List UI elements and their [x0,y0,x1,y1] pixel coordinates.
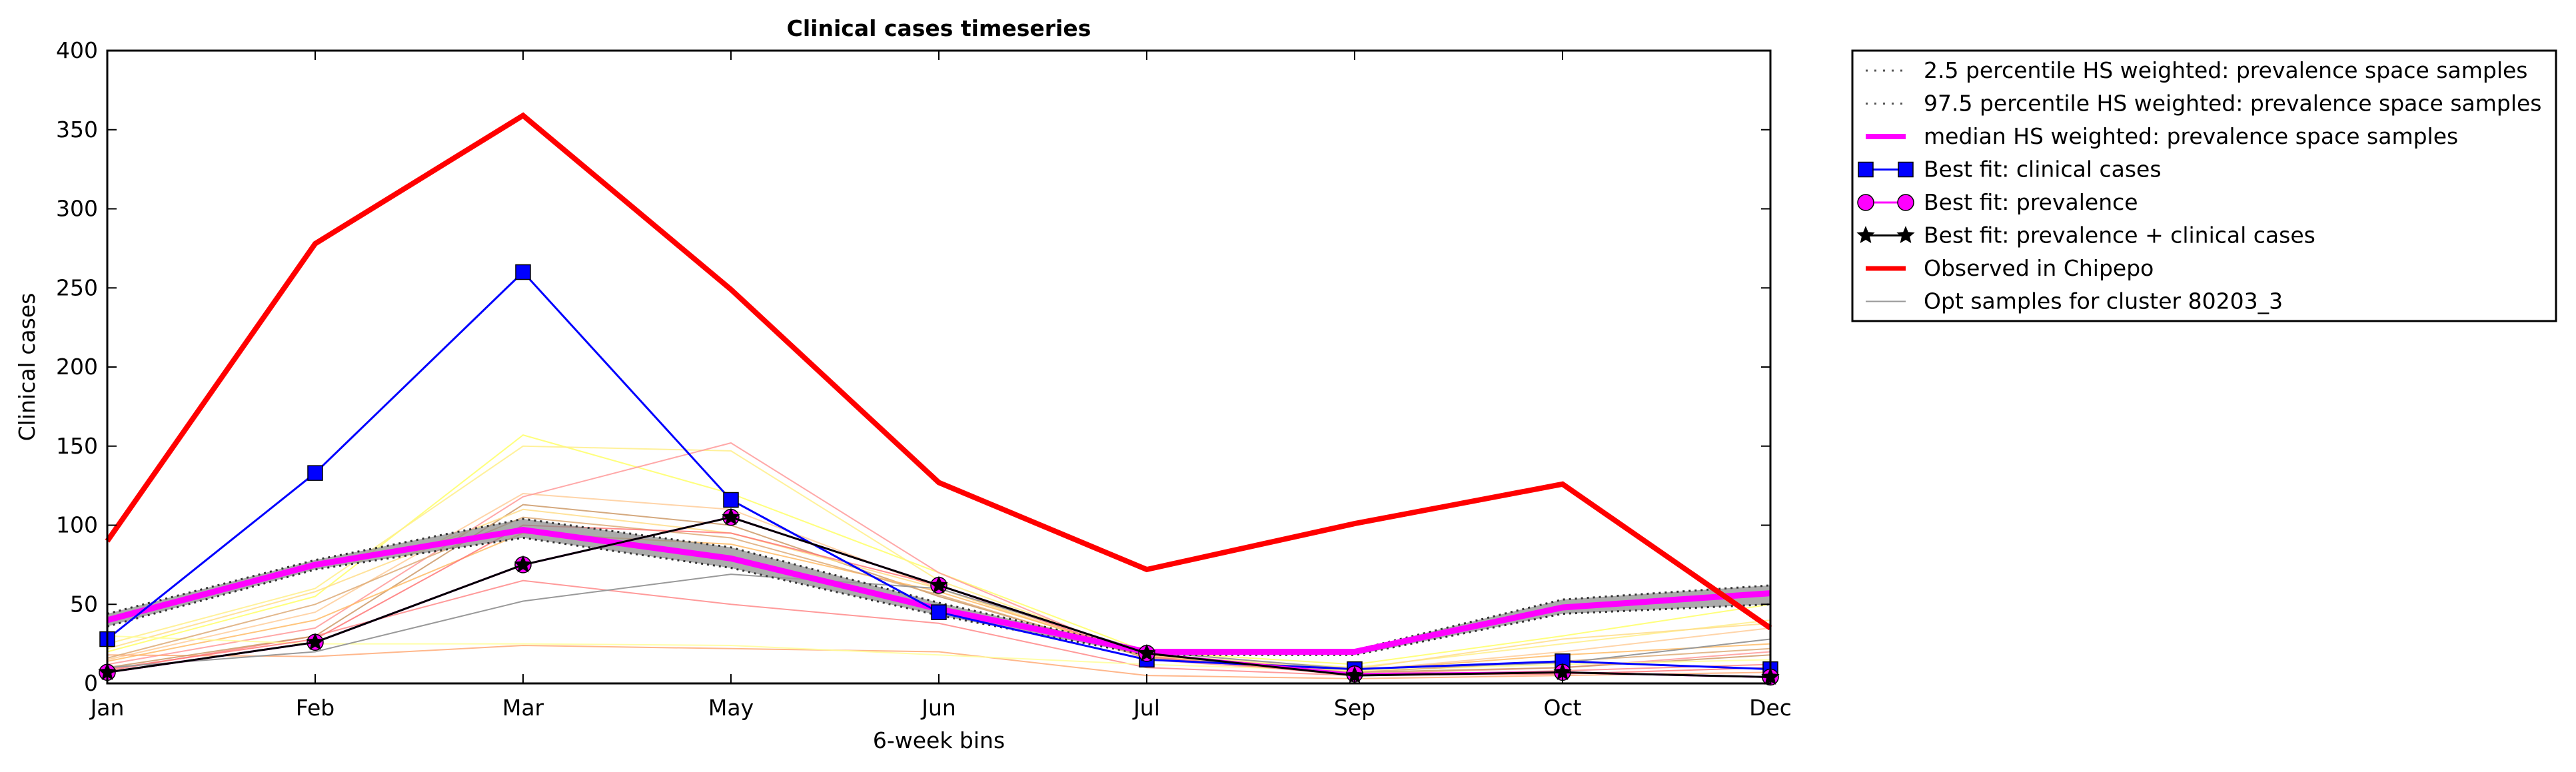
y-tick-label: 400 [56,37,98,63]
legend-marker [1896,226,1915,244]
background-sample-line [107,644,1771,679]
y-tick-label: 250 [56,274,98,300]
x-tick-label: Feb [296,695,334,721]
observed-chipepo-line [105,112,1772,631]
x-tick-label: May [708,695,754,721]
legend-label: Best fit: clinical cases [1924,157,2162,183]
y-tick-label: 200 [56,354,98,380]
best-fit-clinical-cases-marker [307,465,323,481]
y-axis-title: Clinical cases [14,293,40,442]
legend-item: Observed in Chipepo [1866,255,2154,281]
legend-label: Opt samples for cluster 80203_3 [1924,288,2283,314]
legend-label: 97.5 percentile HS weighted: prevalence … [1924,91,2542,117]
legend-label: Observed in Chipepo [1924,255,2154,281]
y-tick-label: 100 [56,512,98,538]
percentile-2-5-line [107,536,1771,656]
y-tick-label: 350 [56,117,98,143]
background-sample-line [107,504,1771,673]
best-fit-clinical-cases-marker [515,264,531,280]
best-fit-clinical-cases-marker [931,604,947,620]
best-fit-prevalence-clinical-marker [1137,643,1156,661]
best-fit-prevalence-clinical-marker [514,555,532,573]
legend-item: 97.5 percentile HS weighted: prevalence … [1866,91,2542,117]
legend-frame [1851,49,2557,322]
legend-marker [1858,161,1874,178]
legend-marker [1897,194,1914,211]
chart-title: Clinical cases timeseries [787,15,1091,41]
legend-label: 2.5 percentile HS weighted: prevalence s… [1924,57,2528,83]
legend-marker [1856,226,1875,244]
y-tick-label: 300 [56,196,98,222]
x-tick-label: Mar [502,695,544,721]
x-tick-label: Jul [1132,695,1160,721]
legend-marker [1898,161,1914,178]
legend-marker [1857,194,1874,211]
x-tick-label: Jan [89,695,125,721]
x-tick-label: Jun [920,695,956,721]
best-fit-prevalence-clinical-marker [306,632,324,650]
background-sample-line [107,635,1771,672]
legend-item: 2.5 percentile HS weighted: prevalence s… [1866,57,2528,83]
best-fit-clinical-cases-marker [723,492,739,508]
x-axis-title: 6-week bins [873,727,1005,753]
legend-label: Best fit: prevalence + clinical cases [1924,222,2315,248]
best-fit-prevalence-clinical-marker [930,576,948,593]
best-fit-prevalence-clinical-marker [722,508,740,526]
x-tick-label: Sep [1334,695,1375,721]
legend: 2.5 percentile HS weighted: prevalence s… [1851,49,2557,322]
legend-item: median HS weighted: prevalence space sam… [1866,123,2458,149]
x-tick-label: Dec [1749,695,1792,721]
y-tick-label: 0 [84,670,98,696]
legend-item: Best fit: prevalence [1857,189,2138,215]
legend-item: Opt samples for cluster 80203_3 [1866,288,2283,314]
y-tick-label: 50 [70,591,98,617]
legend-label: Best fit: prevalence [1924,189,2138,215]
legend-item: Best fit: prevalence + clinical cases [1856,222,2315,248]
legend-item: Best fit: clinical cases [1858,157,2162,183]
percentile-97-5-line [107,518,1771,651]
legend-label: median HS weighted: prevalence space sam… [1924,123,2458,149]
x-tick-label: Oct [1543,695,1581,721]
y-tick-label: 150 [56,433,98,459]
